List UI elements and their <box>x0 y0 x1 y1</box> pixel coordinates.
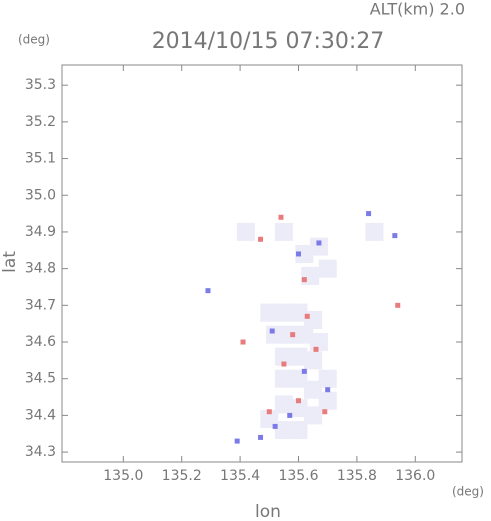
point <box>274 421 293 440</box>
point <box>304 406 323 425</box>
point <box>269 328 275 334</box>
y-tick-label: 35.3 <box>25 77 56 93</box>
x-axis-label: lon <box>255 502 281 521</box>
point <box>313 346 319 352</box>
y-tick-label: 35.2 <box>25 114 56 130</box>
point <box>260 303 279 322</box>
point <box>274 347 293 366</box>
point <box>289 399 308 418</box>
point <box>274 222 293 241</box>
y-tick-label: 34.5 <box>25 371 56 387</box>
chart-subtitle: ALT(km) 2.0 <box>370 0 465 19</box>
point <box>240 339 246 345</box>
x-tick-label: 135.8 <box>337 468 377 484</box>
point <box>325 387 331 393</box>
point <box>295 251 301 257</box>
point <box>287 412 293 418</box>
point <box>316 240 322 246</box>
y-tick-label: 34.8 <box>25 261 56 277</box>
point <box>304 380 323 399</box>
point <box>366 211 372 217</box>
point <box>304 351 323 370</box>
point <box>274 395 293 414</box>
point <box>304 313 310 319</box>
point <box>301 277 307 283</box>
point <box>395 302 401 308</box>
point <box>236 222 255 241</box>
point <box>280 325 299 344</box>
point <box>318 391 337 410</box>
point <box>289 303 308 322</box>
point <box>322 409 328 415</box>
point <box>392 233 398 239</box>
point <box>234 438 240 444</box>
point <box>318 369 337 388</box>
y-axis-label: lat <box>0 251 20 273</box>
point <box>274 303 293 322</box>
y-tick-label: 34.3 <box>25 444 56 460</box>
point <box>205 288 211 294</box>
point <box>365 222 384 241</box>
plot-frame <box>61 64 463 463</box>
point <box>295 244 314 263</box>
x-tick-label: 135.4 <box>220 468 260 484</box>
y-tick-label: 34.7 <box>25 297 56 313</box>
point <box>301 266 320 285</box>
point <box>318 259 337 278</box>
point <box>266 409 272 415</box>
point <box>289 421 308 440</box>
point <box>309 333 328 352</box>
y-tick-label: 34.6 <box>25 334 56 350</box>
y-tick-label: 35.0 <box>25 187 56 203</box>
point <box>272 423 278 429</box>
point <box>290 332 296 338</box>
y-tick-label: 34.4 <box>25 407 56 423</box>
point <box>309 237 328 256</box>
point <box>258 236 264 242</box>
y-tick-label: 35.1 <box>25 151 56 167</box>
y-tick-label: 34.9 <box>25 224 56 240</box>
point <box>281 361 287 367</box>
point <box>289 369 308 388</box>
point <box>289 347 308 366</box>
point <box>295 325 314 344</box>
point <box>274 369 293 388</box>
x-unit: (deg) <box>452 485 484 499</box>
x-tick-label: 136.0 <box>395 468 435 484</box>
point <box>301 368 307 374</box>
point <box>260 410 279 429</box>
x-tick-label: 135.2 <box>162 468 202 484</box>
y-unit: (deg) <box>18 33 50 47</box>
point <box>278 214 284 220</box>
point <box>295 398 301 404</box>
x-tick-label: 135.6 <box>278 468 318 484</box>
x-tick-label: 135.0 <box>103 468 143 484</box>
point <box>258 434 264 440</box>
chart-title: 2014/10/15 07:30:27 <box>152 29 385 54</box>
